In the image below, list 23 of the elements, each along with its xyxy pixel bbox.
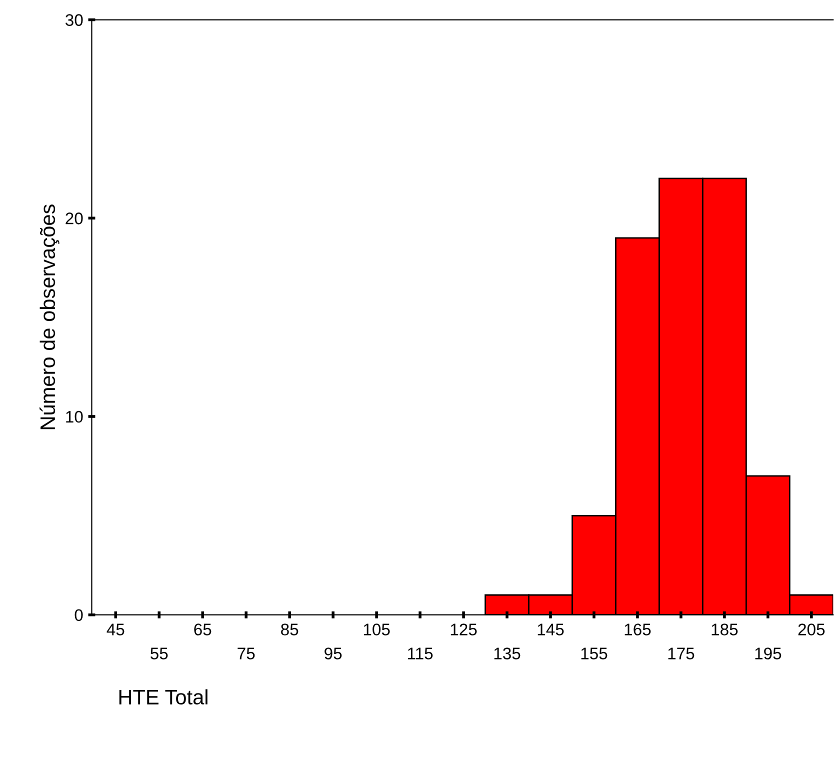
- x-axis-title: HTE Total: [119, 689, 208, 705]
- y-tick-label: 30: [66, 14, 83, 26]
- x2-tick-label: 135: [494, 648, 520, 660]
- x-tick-label: 65: [194, 624, 212, 636]
- x-tick-label: 185: [712, 624, 738, 636]
- x2-tick-label: 115: [408, 648, 433, 660]
- x2-tick-label: 95: [324, 648, 342, 660]
- x2-tick-label: 175: [668, 648, 694, 660]
- x-tick-label: 145: [538, 624, 564, 636]
- x2-tick-label: 55: [150, 648, 168, 660]
- y-tick-label: 0: [74, 609, 83, 622]
- x-tick-label: 105: [364, 624, 390, 636]
- x2-tick-label: 75: [238, 648, 255, 660]
- x-tick-label: 125: [450, 624, 477, 636]
- x-tick-label: 85: [281, 624, 298, 636]
- y-axis-title: Número de observações: [40, 204, 60, 430]
- x-tick-label: 205: [798, 624, 825, 636]
- x2-tick-label: 155: [581, 648, 608, 660]
- x-tick-label: 165: [624, 624, 651, 636]
- x2-tick-label: 195: [755, 648, 782, 660]
- y-tick-label: 10: [66, 410, 83, 423]
- y-tick-label: 20: [66, 212, 83, 224]
- x-tick-label: 45: [106, 624, 124, 636]
